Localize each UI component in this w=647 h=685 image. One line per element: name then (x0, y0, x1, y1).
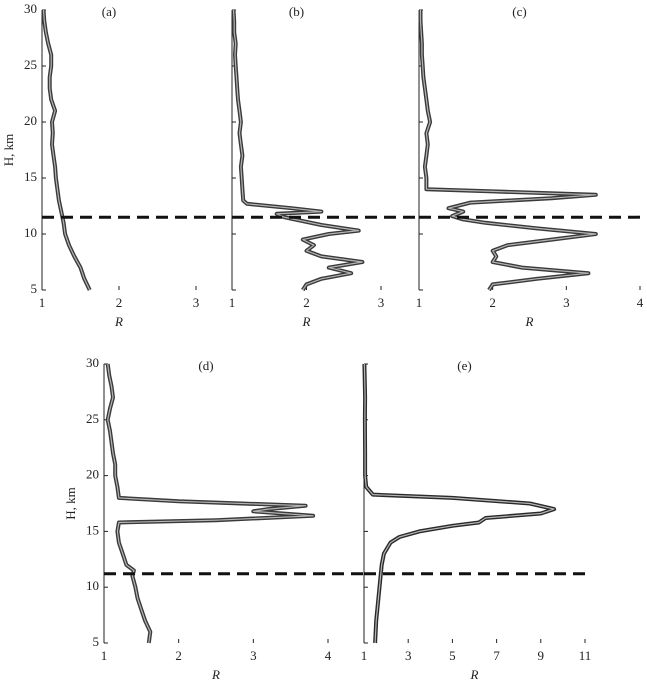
x-tick-label: 3 (378, 295, 385, 310)
y-tick-label: 10 (86, 578, 99, 593)
x-axis-label: R (525, 314, 534, 329)
x-tick-label: 5 (449, 648, 456, 663)
y-tick-label: 5 (31, 281, 38, 296)
x-tick-label: 4 (325, 648, 332, 663)
x-tick-label: 2 (303, 295, 310, 310)
profile-line (418, 10, 598, 292)
x-axis-label: R (302, 314, 311, 329)
x-tick-label: 3 (563, 295, 570, 310)
y-tick-label: 20 (86, 467, 99, 482)
panel-label: (b) (289, 4, 304, 19)
profile-line-core (363, 363, 555, 644)
x-axis-label: R (211, 667, 220, 682)
y-axis-label: H, km (1, 134, 16, 167)
profile-line-core (107, 363, 314, 644)
profile-line (231, 9, 365, 292)
x-axis-label: R (114, 314, 123, 329)
x-tick-label: 11 (579, 648, 592, 663)
x-tick-label: 1 (39, 295, 46, 310)
x-tick-label: 2 (489, 295, 496, 310)
profile-line-core (232, 9, 363, 291)
y-tick-label: 5 (93, 634, 100, 649)
y-tick-label: 15 (24, 169, 37, 184)
x-tick-label: 7 (493, 648, 500, 663)
panel-label: (e) (457, 358, 471, 373)
profile-line-core (42, 9, 91, 291)
y-tick-label: 10 (24, 225, 37, 240)
x-tick-label: 3 (250, 648, 257, 663)
x-tick-label: 2 (116, 295, 123, 310)
panel-label: (a) (102, 4, 116, 19)
x-tick-label: 9 (538, 648, 545, 663)
panel-label: (c) (512, 4, 526, 19)
x-axis-label: R (470, 667, 479, 682)
y-axis-label: H, km (63, 487, 78, 520)
y-tick-label: 20 (24, 113, 37, 128)
panel-label: (d) (198, 358, 213, 373)
x-tick-label: 3 (193, 295, 200, 310)
y-tick-label: 25 (24, 57, 37, 72)
y-tick-label: 25 (86, 411, 99, 426)
x-tick-label: 1 (416, 295, 423, 310)
x-tick-label: 1 (361, 648, 368, 663)
y-tick-label: 30 (24, 1, 37, 16)
x-tick-label: 2 (175, 648, 182, 663)
profile-line-core (419, 10, 597, 291)
x-tick-label: 1 (101, 648, 108, 663)
x-tick-label: 1 (229, 295, 236, 310)
x-tick-label: 4 (637, 295, 644, 310)
y-tick-label: 15 (86, 522, 99, 537)
x-tick-label: 3 (405, 648, 412, 663)
y-tick-label: 30 (86, 355, 99, 370)
